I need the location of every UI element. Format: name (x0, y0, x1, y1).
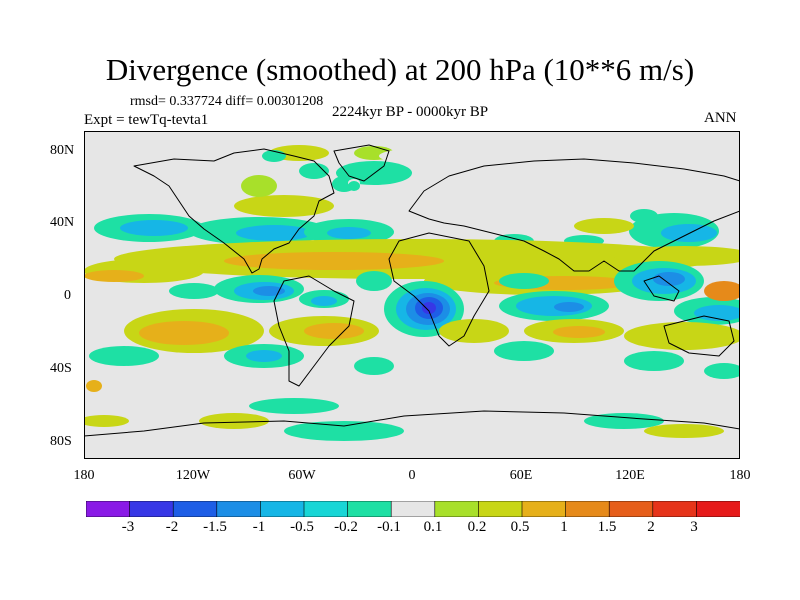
colorbar-label: -1 (252, 519, 266, 535)
field-patch (694, 305, 740, 321)
field-patch (139, 321, 229, 345)
field-patch (704, 281, 740, 301)
field-patch (422, 302, 436, 314)
rmsd-diff-stats: rmsd= 0.337724 diff= 0.00301208 (130, 94, 324, 109)
field-patch (356, 271, 392, 291)
field-patch (311, 296, 337, 306)
field-patch (704, 363, 740, 379)
lon-label-60w: 60W (288, 468, 316, 483)
coastline-greenland (333, 144, 390, 182)
colorbar-swatch (172, 501, 218, 517)
colorbar-swatch (129, 501, 174, 517)
field-patch (199, 413, 269, 429)
colorbar-label: -2 (165, 519, 179, 535)
field-patch (624, 322, 740, 350)
lon-label-120w: 120W (175, 468, 211, 483)
divergence-map (84, 131, 740, 459)
colorbar-label: 0.2 (467, 519, 487, 535)
colorbar-label: 3 (690, 519, 698, 535)
lon-label-0: 0 (408, 468, 416, 483)
colorbar-label: -0.1 (377, 519, 401, 535)
colorbar-label: 2 (647, 519, 655, 535)
colorbar-swatch (478, 501, 523, 517)
colorbar-swatch (216, 501, 262, 517)
colorbar-label: 0.1 (423, 519, 443, 535)
field-patch (653, 272, 685, 286)
field-patch (379, 148, 469, 164)
field-patch (439, 319, 509, 343)
field-patch (354, 357, 394, 375)
field-patch (253, 286, 285, 296)
field-patch (494, 341, 554, 361)
colorbar (86, 501, 740, 517)
field-patch (246, 350, 282, 362)
colorbar-swatch (652, 501, 697, 517)
lon-label-180w: 180 (73, 468, 95, 483)
colorbar-swatch (521, 501, 567, 517)
experiment-label: Expt = tewTq-tevta1 (84, 112, 209, 128)
field-patch (84, 270, 144, 282)
field-patch (553, 326, 605, 338)
lat-label-40n: 40N (50, 215, 75, 230)
field-patch (284, 421, 404, 441)
field-patch (249, 398, 339, 414)
plot-title: Divergence (smoothed) at 200 hPa (10**6 … (105, 52, 695, 87)
field-patch (241, 175, 277, 197)
coastline-south-america (273, 275, 355, 387)
lat-label-equator: 0 (64, 288, 71, 303)
colorbar-label: 0.5 (510, 519, 530, 535)
colorbar-swatch (434, 501, 479, 517)
field-patch (584, 413, 664, 429)
field-patch (554, 302, 584, 312)
time-period-label: 2224kyr BP - 0000kyr BP (331, 104, 489, 120)
field-patch (499, 273, 549, 289)
field-patch (224, 252, 444, 270)
field-patch (86, 380, 102, 392)
lat-label-80s: 80S (50, 434, 72, 449)
colorbar-label: -3 (121, 519, 135, 535)
coastline-borneo (643, 275, 680, 302)
colorbar-swatch (565, 501, 610, 517)
field-patch (89, 346, 159, 366)
colorbar-label: -0.5 (290, 519, 314, 535)
field-patch (327, 227, 371, 239)
field-patch (120, 220, 188, 236)
field-patch (630, 209, 658, 223)
field-patch (348, 181, 360, 191)
field-patch (84, 415, 129, 427)
field-patch (299, 163, 329, 179)
coastline-africa (388, 232, 490, 347)
field-patch (644, 424, 724, 438)
lon-label-180e: 180 (729, 468, 751, 483)
map-border (84, 131, 740, 459)
lat-label-80n: 80N (50, 143, 75, 158)
lon-label-120e: 120E (615, 468, 645, 483)
field-patch (624, 351, 684, 371)
colorbar-swatch (696, 501, 740, 517)
lon-label-60e: 60E (509, 468, 533, 483)
colorbar-label: -1.5 (203, 519, 227, 535)
coastline-north-america (133, 148, 335, 274)
colorbar-swatch (86, 501, 131, 517)
field-patch (234, 195, 334, 217)
field-patch (169, 283, 219, 299)
colorbar-swatch (260, 501, 305, 517)
field-patch (614, 246, 740, 266)
colorbar-swatch (390, 501, 436, 517)
colorbar-label: -0.2 (334, 519, 358, 535)
colorbar-swatch (347, 501, 392, 517)
coastline-eurasia (408, 158, 740, 272)
lat-label-40s: 40S (50, 361, 72, 376)
colorbar-swatch (303, 501, 349, 517)
coastline-australia (663, 315, 735, 357)
field-patch (574, 218, 634, 234)
season-label: ANN (704, 110, 737, 126)
coastline-antarctica (84, 410, 740, 437)
colorbar-label: 1.5 (597, 519, 617, 535)
colorbar-swatch (608, 501, 654, 517)
coastlines (84, 144, 740, 437)
colorbar-label: 1 (560, 519, 568, 535)
contour-field (84, 145, 740, 441)
field-patch (304, 323, 364, 339)
